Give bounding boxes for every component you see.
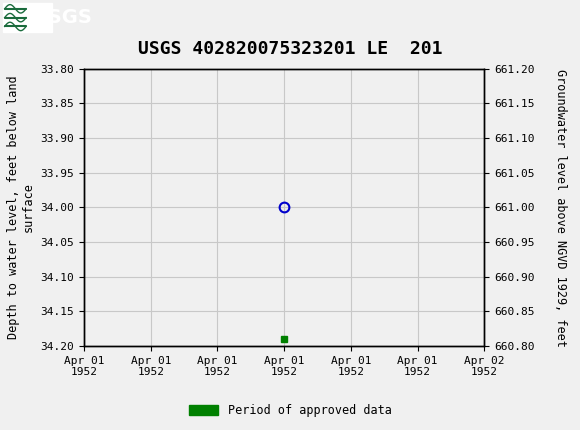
- FancyBboxPatch shape: [3, 3, 52, 32]
- Text: USGS 402820075323201 LE  201: USGS 402820075323201 LE 201: [138, 40, 442, 58]
- Y-axis label: Groundwater level above NGVD 1929, feet: Groundwater level above NGVD 1929, feet: [554, 68, 567, 347]
- Legend: Period of approved data: Period of approved data: [184, 399, 396, 422]
- Y-axis label: Depth to water level, feet below land
surface: Depth to water level, feet below land su…: [7, 76, 35, 339]
- Text: USGS: USGS: [32, 8, 92, 27]
